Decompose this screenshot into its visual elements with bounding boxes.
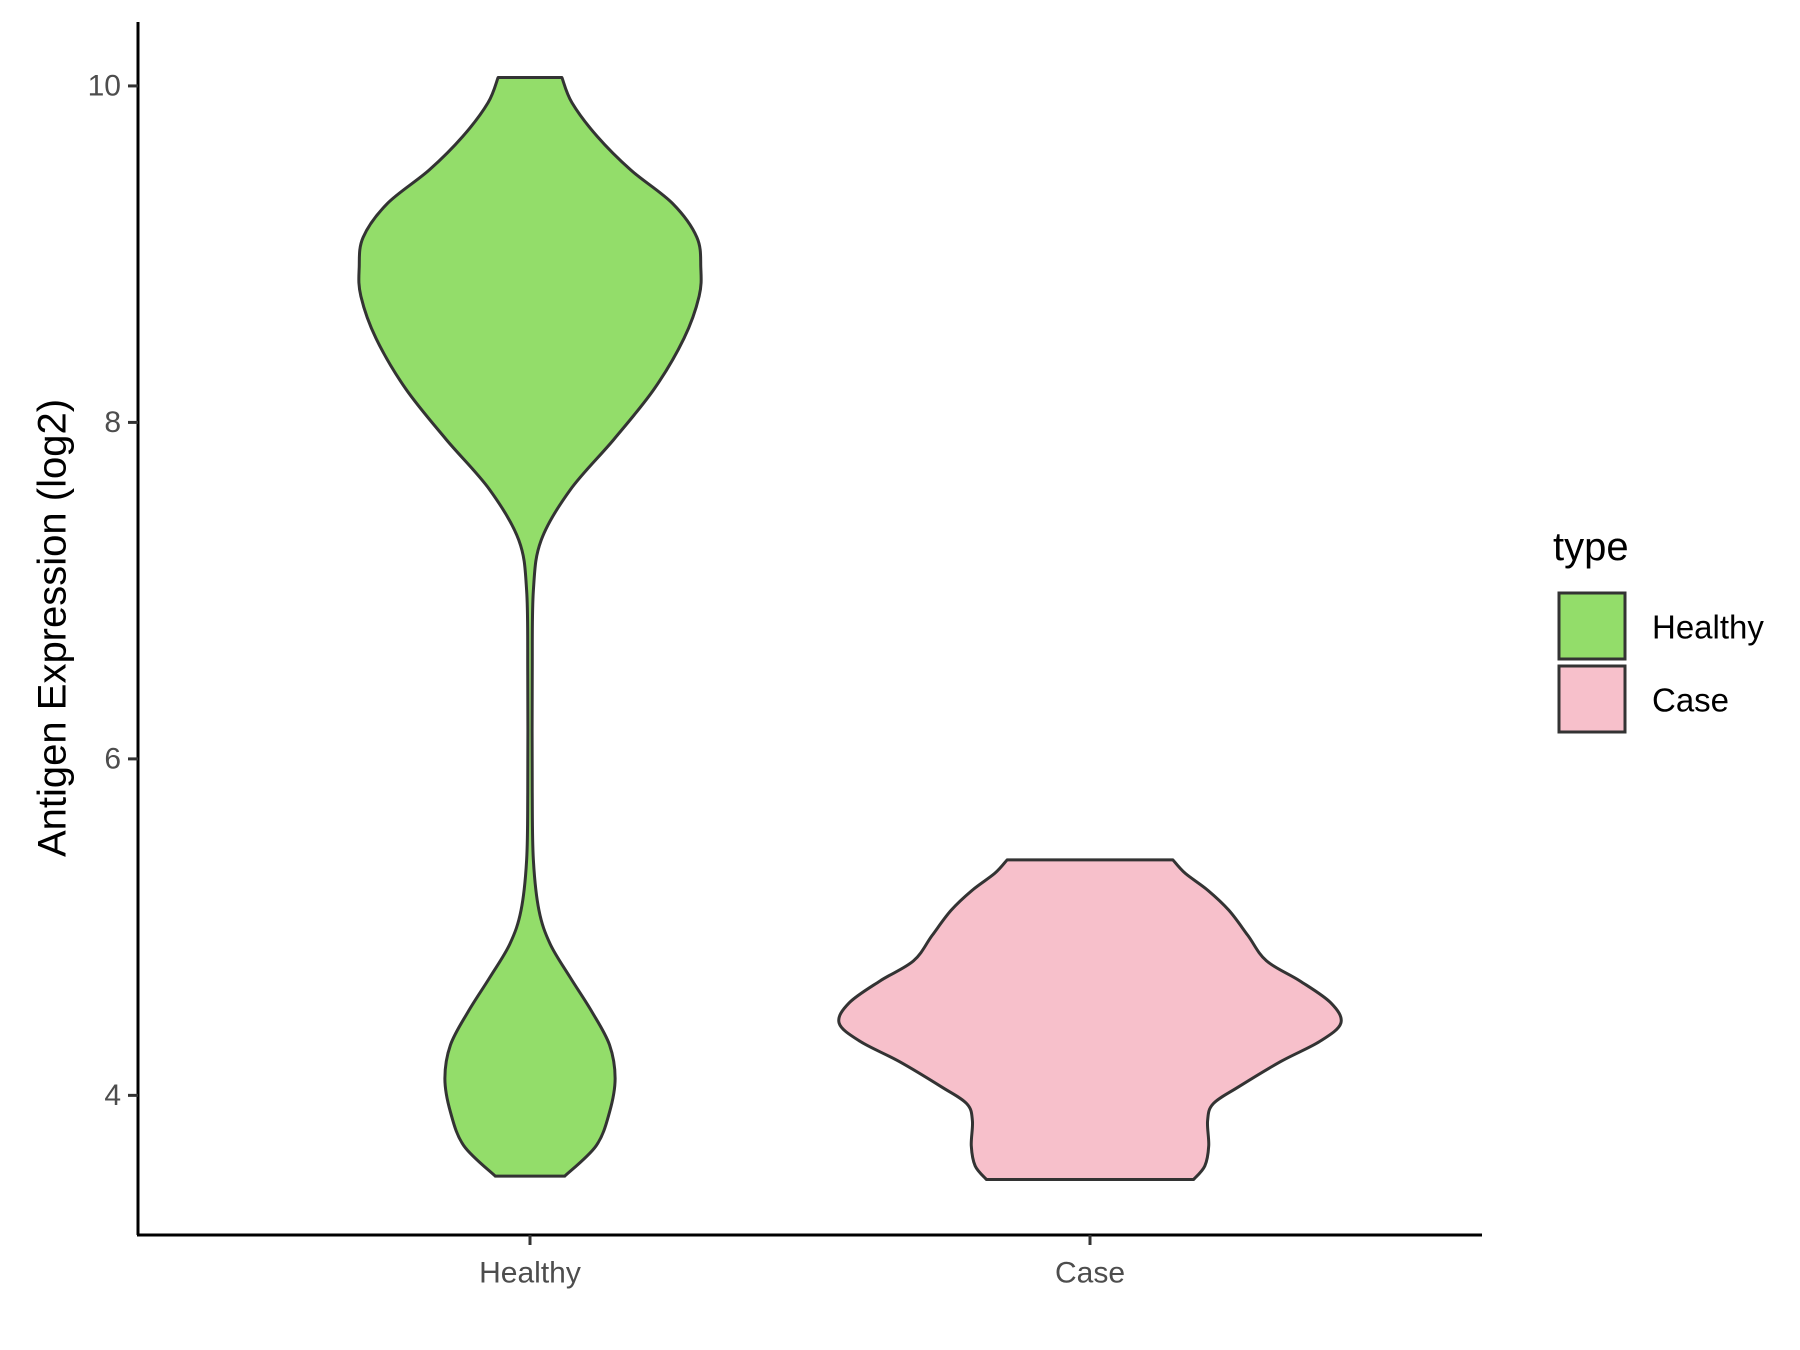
legend-title: type: [1553, 525, 1629, 569]
legend-label-healthy: Healthy: [1652, 609, 1764, 646]
y-tick-label: 6: [104, 742, 121, 775]
y-tick-label: 8: [104, 406, 121, 439]
x-tick-label-healthy: Healthy: [479, 1257, 581, 1290]
x-axis-ticks: Healthy Case: [479, 1235, 1125, 1290]
violin-healthy: [357, 76, 703, 1178]
legend-key-healthy: [1557, 591, 1627, 661]
y-tick-label: 10: [88, 69, 121, 102]
violin-case: [837, 858, 1343, 1181]
y-axis-ticks: 4 6 8 10: [88, 69, 138, 1112]
x-tick-label-case: Case: [1055, 1257, 1125, 1290]
y-axis-title: Antigen Expression (log2): [31, 399, 75, 857]
legend-key-case: [1557, 664, 1627, 734]
legend-label-case: Case: [1652, 682, 1729, 719]
y-tick-label: 4: [104, 1079, 121, 1112]
legend: type Healthy Case: [1553, 525, 1764, 734]
violin-layer: [357, 76, 1343, 1181]
